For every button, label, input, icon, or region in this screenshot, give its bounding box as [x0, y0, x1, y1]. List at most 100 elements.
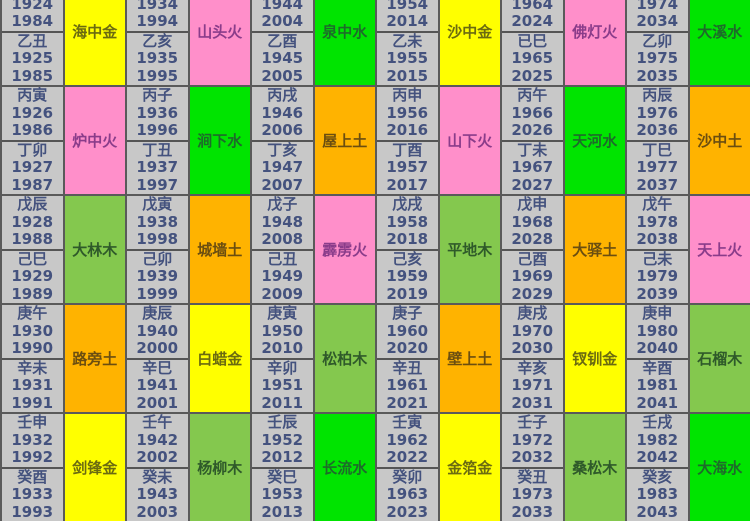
ganzhi-label: 丙辰 [642, 87, 672, 105]
year-label: 2021 [386, 395, 428, 413]
year-label: 1990 [11, 340, 53, 358]
ganzhi-label: 己酉 [517, 251, 547, 269]
year-label: 1978 [636, 214, 678, 232]
year-label: 1932 [11, 432, 53, 450]
ganzhi-label: 辛巳 [142, 360, 172, 378]
nayin-cell: 壁上土 [440, 305, 501, 412]
year-label: 1993 [11, 504, 53, 521]
year-label: 2007 [261, 177, 303, 195]
year-label: 2020 [386, 340, 428, 358]
year-label: 1972 [511, 432, 553, 450]
ganzhi-label: 己未 [642, 251, 672, 269]
ganzhi-label: 已巳 [517, 33, 547, 51]
year-label: 2012 [261, 449, 303, 467]
year-label: 1999 [136, 286, 178, 304]
ganzhi-label: 戊申 [517, 196, 547, 214]
year-label: 2011 [261, 395, 303, 413]
year-label: 1979 [636, 268, 678, 286]
ganzhi-entry: 甲申19442004 [252, 0, 313, 31]
year-label: 1942 [136, 432, 178, 450]
ganzhi-label: 丁未 [517, 142, 547, 160]
year-label: 2004 [261, 13, 303, 31]
ganzhi-label: 丙戌 [267, 87, 297, 105]
year-label: 2035 [636, 68, 678, 86]
year-label: 1945 [261, 50, 303, 68]
year-label: 2009 [261, 286, 303, 304]
year-label: 1963 [386, 486, 428, 504]
ganzhi-label: 壬午 [142, 414, 172, 432]
ganzhi-cell: 甲寅19742034乙卯19752035 [627, 0, 688, 85]
year-label: 1931 [11, 377, 53, 395]
year-label: 1938 [136, 214, 178, 232]
year-label: 1926 [11, 105, 53, 123]
ganzhi-label: 庚寅 [267, 305, 297, 323]
nayin-cell: 屋上土 [315, 87, 376, 194]
year-label: 1968 [511, 214, 553, 232]
nayin-cell: 天河水 [565, 87, 626, 194]
year-label: 1982 [636, 432, 678, 450]
year-label: 2042 [636, 449, 678, 467]
year-label: 2026 [511, 122, 553, 140]
nayin-cell: 天上火 [690, 196, 750, 303]
ganzhi-label: 丁卯 [17, 142, 47, 160]
year-label: 1929 [11, 268, 53, 286]
nayin-cell: 路旁土 [65, 305, 126, 412]
year-label: 1957 [386, 159, 428, 177]
year-label: 2037 [636, 177, 678, 195]
year-label: 1950 [261, 323, 303, 341]
year-label: 1995 [136, 68, 178, 86]
year-label: 2015 [386, 68, 428, 86]
nayin-cell: 白蜡金 [190, 305, 251, 412]
nayin-cell: 大溪水 [690, 0, 750, 85]
year-label: 1992 [11, 449, 53, 467]
ganzhi-label: 壬申 [17, 414, 47, 432]
year-label: 1928 [11, 214, 53, 232]
year-label: 2008 [261, 231, 303, 249]
year-label: 2005 [261, 68, 303, 86]
ganzhi-entry: 甲午19542014 [377, 0, 438, 31]
year-label: 2043 [636, 504, 678, 521]
year-label: 1943 [136, 486, 178, 504]
ganzhi-label: 癸巳 [267, 469, 297, 487]
ganzhi-label: 丙申 [392, 87, 422, 105]
year-label: 1958 [386, 214, 428, 232]
nayin-cell: 石榴木 [690, 305, 750, 412]
ganzhi-label: 乙亥 [142, 33, 172, 51]
year-label: 2036 [636, 122, 678, 140]
year-label: 1948 [261, 214, 303, 232]
ganzhi-label: 庚戌 [517, 305, 547, 323]
ganzhi-label: 丁丑 [142, 142, 172, 160]
year-label: 1991 [11, 395, 53, 413]
year-label: 1977 [636, 159, 678, 177]
ganzhi-label: 癸亥 [642, 469, 672, 487]
year-label: 2040 [636, 340, 678, 358]
ganzhi-label: 乙酉 [267, 33, 297, 51]
year-label: 2025 [511, 68, 553, 86]
year-label: 1949 [261, 268, 303, 286]
year-label: 1952 [261, 432, 303, 450]
year-label: 1960 [386, 323, 428, 341]
